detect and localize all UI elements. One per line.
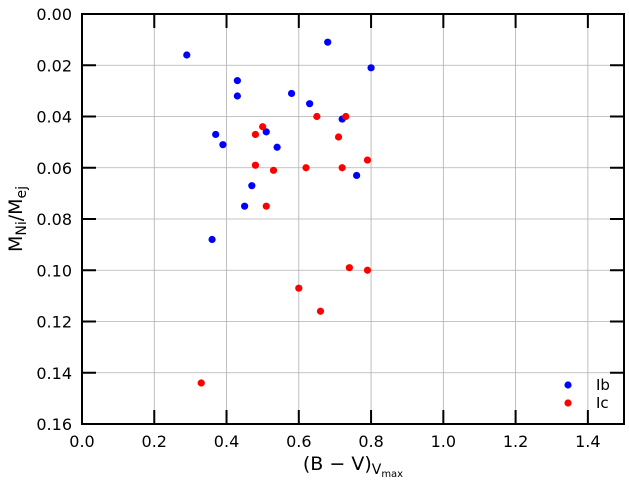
y-tick-label: 0.06 <box>36 159 72 178</box>
y-tick-label: 0.14 <box>36 364 72 383</box>
point-ic <box>269 166 278 174</box>
point-ic <box>295 284 303 292</box>
point-ib <box>183 51 191 59</box>
x-tick-label: 0.2 <box>142 432 167 451</box>
point-ib <box>208 235 216 244</box>
point-ib <box>262 128 270 136</box>
legend-marker-ic <box>564 399 572 407</box>
legend-label-ic: Ic <box>596 394 609 412</box>
point-ic <box>345 264 353 272</box>
point-ib <box>306 100 314 108</box>
axis-ticks: 0.0 0.2 0.4 0.6 0.8 1.0 1.2 1.4 0.00 0.02 0.04 0.06… <box>36 5 624 451</box>
point-ib <box>233 77 241 85</box>
x-tick-label: 0.8 <box>358 432 383 451</box>
x-tick-label: 0.4 <box>214 432 239 451</box>
point-ic <box>251 161 260 169</box>
y-axis-label: MNi/Mej <box>5 186 30 252</box>
x-tick-label: 0.0 <box>69 432 94 451</box>
point-ic <box>338 164 346 172</box>
point-ic <box>316 307 325 315</box>
legend-label-ib: Ib <box>596 376 610 394</box>
y-tick-label: 0.16 <box>36 415 72 434</box>
x-tick-label: 1.2 <box>503 432 528 451</box>
y-tick-label: 0.04 <box>36 108 72 127</box>
legend-marker-ib <box>564 381 572 389</box>
x-tick-label: 0.6 <box>286 432 311 451</box>
point-ib <box>248 182 256 190</box>
point-ib <box>287 89 296 98</box>
point-ic <box>363 266 372 274</box>
y-tick-label: 0.00 <box>36 5 72 24</box>
y-tick-label: 0.10 <box>36 261 72 280</box>
point-ic <box>363 156 372 164</box>
x-axis-label: (B − V)Vmax <box>303 453 403 480</box>
point-ic <box>334 133 343 141</box>
point-ic <box>259 123 267 131</box>
point-ic <box>251 130 260 139</box>
grid <box>81 13 624 425</box>
point-ic <box>302 164 310 172</box>
x-tick-label: 1.0 <box>431 432 456 451</box>
point-ib <box>241 202 249 210</box>
point-ic <box>197 379 205 387</box>
point-ib <box>219 141 227 149</box>
y-tick-label: 0.08 <box>36 210 72 229</box>
point-ic <box>313 112 321 121</box>
point-ib <box>367 64 375 72</box>
point-ib <box>353 171 361 180</box>
x-tick-label: 1.4 <box>575 432 600 451</box>
point-ib <box>273 143 281 151</box>
y-tick-label: 0.12 <box>36 313 72 332</box>
point-ic <box>342 112 350 121</box>
data-points <box>183 38 375 387</box>
point-ib <box>324 38 332 46</box>
point-ib <box>212 130 220 139</box>
point-ib <box>233 92 241 100</box>
point-ic <box>262 202 270 210</box>
y-tick-label: 0.02 <box>36 56 72 75</box>
